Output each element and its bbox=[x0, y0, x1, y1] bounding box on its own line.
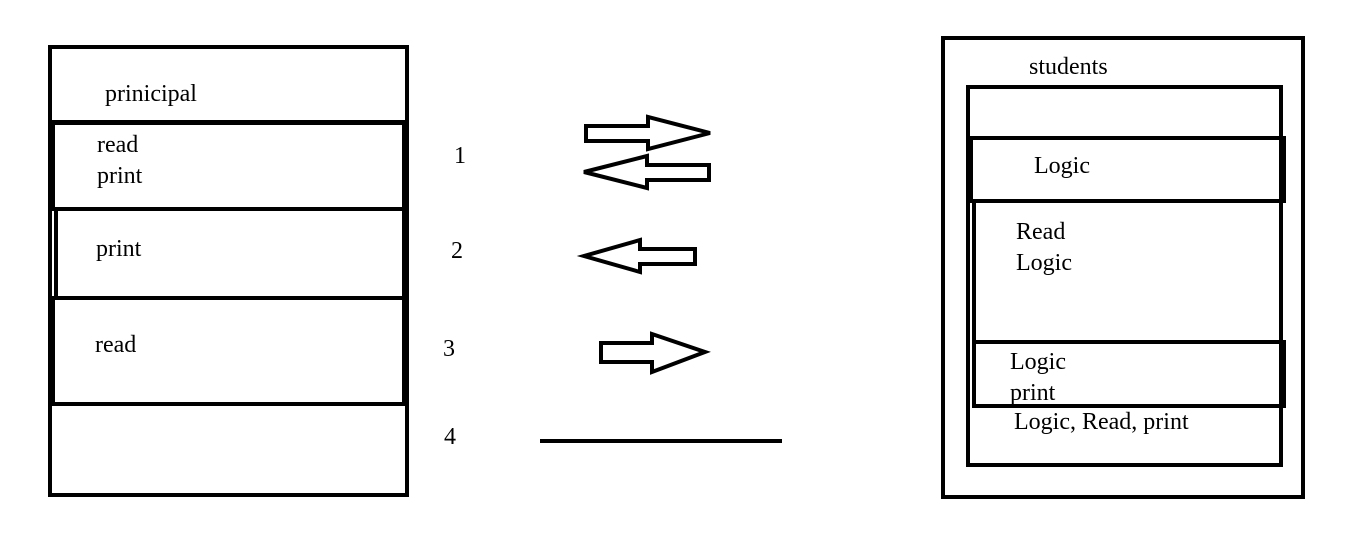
principal-row-3-label: read bbox=[95, 332, 137, 358]
students-row-1-label: Logic bbox=[1034, 153, 1090, 179]
students-title: students bbox=[1029, 54, 1108, 80]
principal-box bbox=[48, 45, 409, 497]
arrow-left-2 bbox=[576, 237, 697, 275]
students-row-3-label: Logic print bbox=[1010, 349, 1066, 406]
relation-number-3: 3 bbox=[443, 336, 455, 362]
relation-number-2: 2 bbox=[451, 238, 463, 264]
students-box bbox=[941, 36, 1305, 499]
arrow-right-1 bbox=[584, 114, 711, 152]
principal-title: prinicipal bbox=[105, 81, 197, 107]
students-row-logic bbox=[969, 136, 1286, 203]
students-row-logic-print bbox=[972, 340, 1286, 408]
arrow-right-3 bbox=[599, 331, 711, 375]
students-row-4-label: Logic, Read, print bbox=[1014, 409, 1189, 435]
principal-row-3 bbox=[51, 296, 406, 406]
students-row-2-label: Read Logic bbox=[1016, 219, 1072, 276]
arrow-left-1 bbox=[583, 153, 711, 191]
relation-number-1: 1 bbox=[454, 143, 466, 169]
principal-row-1-label: read print bbox=[97, 132, 143, 189]
principal-row-2-label: print bbox=[96, 236, 142, 262]
relation-number-4: 4 bbox=[444, 424, 456, 450]
